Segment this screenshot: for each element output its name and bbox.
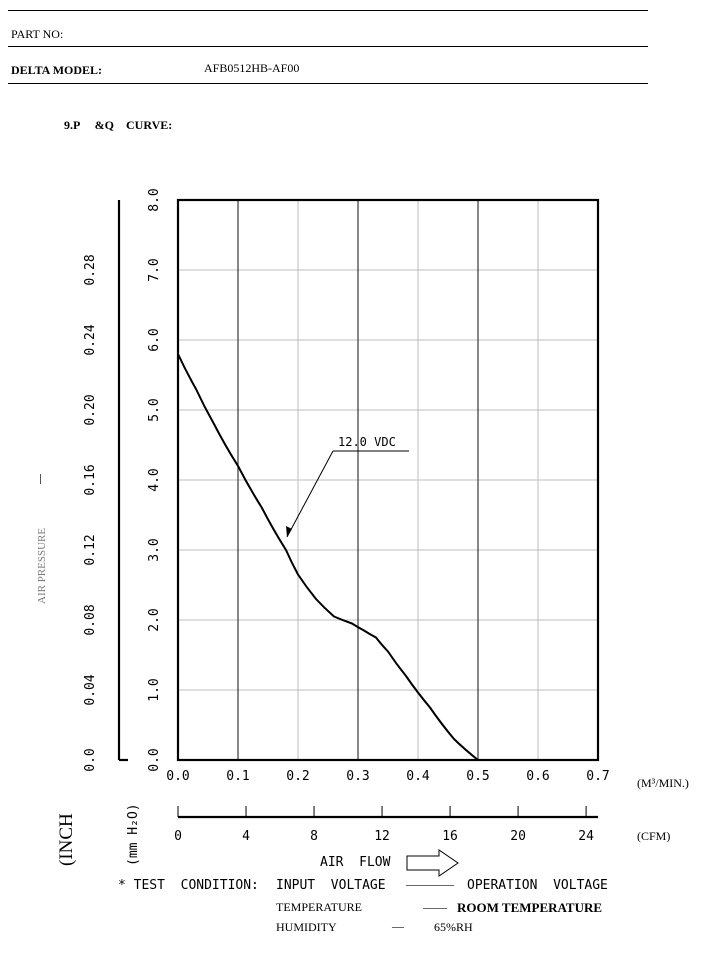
header-rule-top [8,10,648,11]
chart-grid [117,198,600,762]
y-tick-label-mm: 8.0 [147,188,162,211]
condition-name-humidity: HUMIDITY [276,920,337,934]
y-tick-label-mm: 4.0 [147,468,162,491]
condition-dash-voltage: ———— [406,877,454,891]
y-axis-label-air-pressure: AIR PRESSURE [36,527,48,604]
cfm-tick-label: 0 [174,829,182,844]
x-tick-label: 0.4 [406,769,430,784]
y-tick-label-mm: 3.0 [147,538,162,561]
x-tick-label: 0.5 [466,769,489,784]
x-tick-labels-m3min: 0.0 0.1 0.2 0.3 0.4 0.5 0.6 0.7 [166,769,609,784]
condition-value-voltage: OPERATION VOLTAGE [467,878,608,893]
section-title: 9.P &Q CURVE: [64,118,173,132]
x-tick-label: 0.3 [346,769,369,784]
y-tick-label-mm: 5.0 [147,398,162,421]
x-tick-label: 0.1 [226,769,249,784]
condition-name-voltage: INPUT VOLTAGE [276,878,386,893]
x-tick-label: 0.2 [286,769,309,784]
annotation-leader [286,450,334,538]
y-axis-unit-inch: (INCH [56,813,77,866]
y-tick-label-inch: 0.08 [83,604,98,635]
y-axis-unit-mm: (mm H₂O) [126,803,141,866]
model-label: DELTA MODEL: [11,63,103,77]
y-tick-label-inch: 0.24 [83,324,98,355]
y-tick-label-mm: 1.0 [147,678,162,701]
condition-value-temperature: ROOM TEMPERATURE [457,900,603,915]
cfm-tick-label: 24 [578,829,594,844]
cfm-tick-label: 8 [310,829,318,844]
series-lines [177,353,481,762]
y-tick-label-inch: 0.28 [83,254,98,285]
y-tick-label-mm: 6.0 [147,328,162,351]
y-tick-label-inch: 0.0 [83,748,98,771]
cfm-tick-label: 20 [510,829,526,844]
y-tick-label-inch: 0.04 [83,674,98,705]
annotation-arrowhead [286,526,292,537]
header-rule-middle [8,46,648,47]
y-tick-labels-mm: 0.0 1.0 2.0 3.0 4.0 5.0 6.0 7.0 8.0 [147,188,162,771]
part-no-label: PART NO: [11,27,64,41]
annotation-label: 12.0 VDC [338,435,396,449]
y-tick-label-inch: 0.16 [83,464,98,495]
y-axis-label-dash [40,474,41,484]
x-axis-unit-cfm: (CFM) [637,829,671,843]
cfm-tick-label: 12 [374,829,390,844]
y-tick-label-mm: 7.0 [147,258,162,281]
plot-frame [176,198,600,762]
test-condition-label: * TEST CONDITION: [118,878,259,893]
condition-dash-humidity: — [392,919,404,933]
airflow-arrow-icon [406,849,459,877]
series-annotation: 12.0 VDC [286,435,409,538]
cfm-tick-label: 16 [442,829,458,844]
x-axis-label: AIR FLOW [320,855,391,870]
cfm-tick-label: 4 [242,829,250,844]
x-tick-label: 0.0 [166,769,189,784]
condition-name-temperature: TEMPERATURE [276,900,363,914]
y-tick-label-inch: 0.12 [83,534,98,565]
header-rule-bottom [8,83,648,84]
y-tick-label-mm: 2.0 [147,608,162,631]
y-tick-labels-inch: 0.0 0.04 0.08 0.12 0.16 0.20 0.24 0.28 [83,254,98,771]
x-tick-labels-cfm: 0 4 8 12 16 20 24 [174,806,598,844]
condition-value-humidity: 65%RH [434,920,473,934]
x-tick-label: 0.6 [526,769,549,784]
x-axis-unit-m3min: (M³/MIN.) [637,776,689,790]
x-tick-label: 0.7 [586,769,609,784]
y-tick-label-mm: 0.0 [147,748,162,771]
condition-dash-temperature: —— [423,900,447,914]
model-value: AFB0512HB-AF00 [204,61,300,75]
y-tick-label-inch: 0.20 [83,394,98,425]
series-line [177,353,481,762]
